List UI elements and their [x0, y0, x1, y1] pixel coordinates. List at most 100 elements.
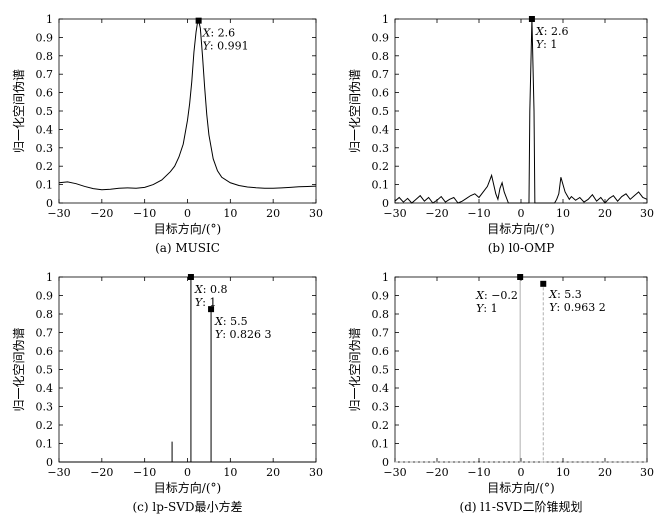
y-tick-label: 0.5	[36, 105, 54, 118]
marker-label-x-value: : 5.5	[223, 315, 248, 328]
x-axis-label: 目标方向/(°)	[487, 480, 554, 495]
y-axis-label: 归一化空间伪谱	[12, 69, 26, 153]
marker-label-x-value: : 0.8	[203, 283, 228, 296]
data-marker	[187, 274, 194, 280]
marker-label-y: Y: 1	[536, 38, 557, 51]
x-tick-label: 0	[184, 207, 191, 220]
panel-caption: (a) MUSIC	[155, 241, 220, 255]
x-tick-label: 10	[223, 207, 237, 220]
y-tick-label: 1	[46, 271, 53, 284]
marker-label-y: Y: 1	[476, 302, 497, 315]
marker-label-x-value: : 2.6	[210, 27, 235, 40]
marker-label-y-key: Y	[195, 296, 204, 309]
y-tick-label: 0.2	[36, 160, 54, 173]
y-tick-label: 0.2	[372, 419, 390, 432]
x-axis-label: 目标方向/(°)	[154, 480, 221, 495]
y-tick-label: 1	[382, 271, 389, 284]
chart-panel-1: −30 −20 −10 0 10 20 30 0 0.1 0.2 0.3 0.4 0.5 0.6 0.7 0.…	[12, 13, 323, 255]
marker-label-x-key: X	[194, 283, 204, 296]
y-tick-label: 0.7	[372, 68, 390, 81]
marker-label-y-key: Y	[215, 328, 224, 341]
marker-label-x-value: : 2.6	[544, 25, 569, 38]
y-tick-label: 1	[46, 13, 53, 26]
marker-label-x: X: −0.2	[475, 289, 518, 302]
marker-label-x-key: X	[475, 289, 485, 302]
x-axis-label: 目标方向/(°)	[154, 221, 221, 236]
x-tick-label: 0	[518, 207, 525, 220]
y-tick-label: 0.2	[36, 419, 54, 432]
y-tick-label: 0.8	[372, 50, 390, 63]
y-tick-label: 0.1	[36, 179, 54, 192]
x-tick-label: −30	[383, 207, 406, 220]
marker-label-x-key: X	[535, 25, 545, 38]
y-tick-label: 0.9	[36, 290, 54, 303]
marker-label-x: X: 5.3	[548, 288, 582, 301]
marker-label-y-value: : 0.963 2	[557, 301, 606, 314]
x-tick-label: 0	[184, 466, 191, 479]
marker-label-y-value: : 0.826 3	[222, 328, 271, 341]
marker-label-x-key: X	[548, 288, 558, 301]
y-tick-label: 0.4	[36, 382, 54, 395]
series-line-1	[395, 277, 647, 463]
x-tick-label: −30	[47, 466, 70, 479]
y-tick-label: 0.9	[372, 290, 390, 303]
marker-label-y-value: : 1	[483, 302, 497, 315]
y-tick-label: 0.4	[36, 123, 54, 136]
panel-caption: (d) l1-SVD二阶锥规划	[460, 499, 583, 514]
x-tick-label: −20	[425, 466, 448, 479]
x-tick-label: 30	[309, 207, 323, 220]
series-line-1	[59, 277, 316, 463]
y-tick-label: 0.4	[372, 382, 390, 395]
panel-caption: (b) l0-OMP	[488, 241, 555, 255]
x-tick-label: −30	[47, 207, 70, 220]
y-tick-label: 0.1	[36, 438, 54, 451]
x-tick-label: −10	[133, 207, 156, 220]
y-tick-label: 0	[46, 197, 53, 210]
x-tick-label: 20	[598, 466, 612, 479]
y-tick-label: 0	[382, 456, 389, 469]
x-axis-label: 目标方向/(°)	[487, 221, 554, 236]
x-tick-label: 10	[556, 466, 570, 479]
y-axis-label: 归一化空间伪谱	[348, 69, 362, 153]
y-tick-label: 0.7	[36, 68, 54, 81]
marker-label-x: X: 2.6	[535, 25, 569, 38]
x-tick-label: −10	[133, 466, 156, 479]
marker-label-y-key: Y	[536, 38, 545, 51]
y-axis-label: 归一化空间伪谱	[348, 327, 362, 411]
x-tick-label: −20	[90, 466, 113, 479]
y-tick-label: 0.2	[372, 160, 390, 173]
marker-label-y-key: Y	[549, 301, 558, 314]
chart-panel-4: −30 −20 −10 0 10 20 30 0 0.1 0.2 0.3 0.4 0.5 0.6 0.7 0.…	[348, 271, 654, 514]
y-tick-label: 0.8	[36, 308, 54, 321]
marker-label-x-value: : −0.2	[484, 289, 518, 302]
marker-label-y: Y: 0.991	[203, 40, 249, 53]
x-tick-label: −10	[467, 466, 490, 479]
panel-caption: (c) lp-SVD最小方差	[133, 499, 243, 514]
y-axis-label: 归一化空间伪谱	[12, 327, 26, 411]
marker-label-x: X: 5.5	[214, 315, 248, 328]
y-tick-label: 0.4	[372, 123, 390, 136]
x-tick-label: 0	[518, 466, 525, 479]
y-tick-label: 0.8	[36, 50, 54, 63]
data-marker	[528, 16, 535, 22]
x-tick-label: 30	[640, 207, 654, 220]
y-tick-label: 0.7	[36, 327, 54, 340]
x-tick-label: 30	[640, 466, 654, 479]
marker-label-x-key: X	[214, 315, 224, 328]
x-tick-label: 10	[223, 466, 237, 479]
marker-label-y-value: : 0.991	[210, 40, 249, 53]
y-tick-label: 0.1	[372, 179, 390, 192]
plot-frame	[394, 276, 648, 463]
x-tick-label: 20	[266, 207, 280, 220]
y-tick-label: 0.3	[372, 142, 390, 155]
y-tick-label: 0.5	[372, 364, 390, 377]
data-marker	[208, 306, 215, 313]
plot-frame	[58, 18, 317, 204]
chart-panel-2: −30 −20 −10 0 10 20 30 0 0.1 0.2 0.3 0.4 0.5 0.6 0.7 0.…	[348, 13, 654, 255]
x-tick-label: −20	[90, 207, 113, 220]
x-tick-label: 30	[309, 466, 323, 479]
y-tick-label: 0.1	[372, 438, 390, 451]
chart-panel-3: −30 −20 −10 0 10 20 30 0 0.1 0.2 0.3 0.4 0.5 0.6 0.7 0.…	[12, 271, 323, 514]
y-tick-label: 0.6	[36, 345, 54, 358]
